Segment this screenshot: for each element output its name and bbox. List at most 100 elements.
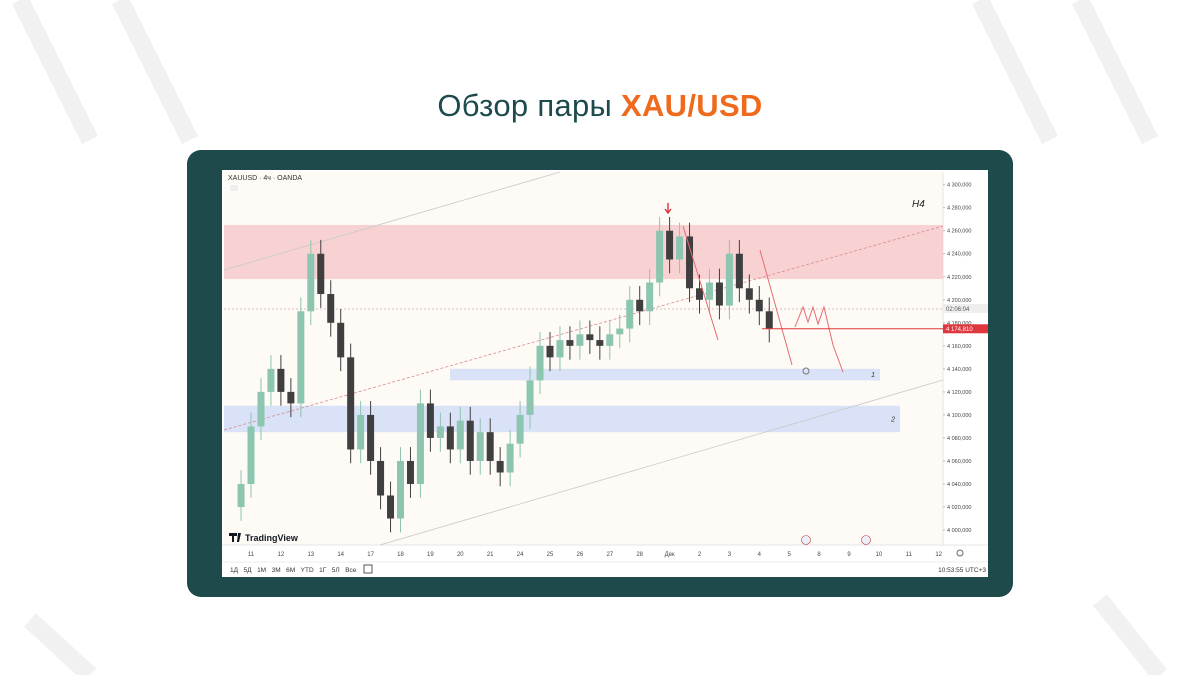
y-tick-label: 4 140,000 [947, 367, 971, 373]
page-title: Обзор пары XAU/USD [0, 88, 1200, 124]
range-button[interactable]: 1Д [230, 567, 239, 574]
x-tick-label: 27 [606, 552, 613, 558]
range-button[interactable]: 5Д [244, 567, 253, 574]
candle-body [516, 414, 524, 444]
event-icon [801, 535, 811, 545]
countdown-tag [943, 304, 988, 313]
candle-body [745, 288, 753, 300]
y-tick-label: 4 180,000 [947, 321, 971, 327]
candle-body [307, 253, 315, 312]
y-tick-label: 4 040,000 [947, 482, 971, 488]
x-tick-label: 10 [876, 552, 883, 558]
x-tick-label: 13 [307, 552, 314, 558]
candle-body [656, 230, 664, 283]
range-button[interactable]: 5Л [332, 567, 340, 574]
forecast [664, 203, 844, 373]
x-tick-label: 3 [728, 552, 732, 558]
x-tick-label: 17 [367, 552, 374, 558]
zone-label: 1 [871, 372, 875, 379]
candle-body [277, 368, 285, 392]
candle-body [436, 426, 444, 438]
x-tick-label: 14 [337, 552, 344, 558]
candle-body [735, 253, 743, 289]
countdown: 02:06:04 [946, 307, 970, 313]
candle-body [636, 299, 644, 312]
range-button[interactable]: YTD [301, 567, 314, 574]
candle-body [765, 311, 773, 329]
last-price-label: 4 174,810 [946, 327, 973, 333]
candle-body [367, 414, 375, 461]
x-tick-label: 19 [427, 552, 434, 558]
event-icon [861, 535, 871, 545]
x-tick-label: 12 [935, 552, 942, 558]
candle-body [347, 357, 355, 450]
range-button[interactable]: 6М [286, 567, 295, 574]
brand-logo [229, 533, 241, 542]
candle-body [257, 391, 265, 427]
candle-body [586, 334, 594, 341]
candle-body [377, 460, 385, 496]
candle-body [506, 443, 514, 473]
candle-body [406, 460, 414, 484]
candle-body [337, 322, 345, 358]
x-tick-label: 8 [817, 552, 821, 558]
range-button[interactable]: 3М [272, 567, 281, 574]
candle-body [626, 299, 634, 329]
x-tick-label: 24 [517, 552, 524, 558]
x-tick-label: 28 [636, 552, 643, 558]
y-tick-label: 4 240,000 [947, 252, 971, 258]
settings-icon[interactable] [956, 549, 964, 557]
channel-line [379, 379, 944, 546]
y-tick-label: 4 120,000 [947, 390, 971, 396]
candle-body [446, 426, 454, 450]
candle-body [646, 282, 654, 312]
candle-body [486, 432, 494, 461]
candle-body [476, 432, 484, 461]
candle-body [237, 483, 245, 508]
brand: TradingView [245, 533, 299, 543]
range-button[interactable]: Все [345, 567, 357, 574]
y-tick-label: 4 260,000 [947, 229, 971, 235]
forecast-path [682, 225, 844, 373]
arrow-down [664, 203, 672, 215]
candle-body [466, 420, 474, 461]
x-tick-label: 18 [397, 552, 404, 558]
y-tick-label: 4 060,000 [947, 459, 971, 465]
candle-body [526, 380, 534, 415]
candle-body [357, 414, 365, 450]
x-tick-label: 21 [487, 552, 494, 558]
x-tick-label: 11 [248, 552, 255, 558]
title-prefix: Обзор пары [437, 88, 613, 123]
candle-body [676, 236, 684, 260]
calendar-icon[interactable] [363, 564, 373, 574]
zone-label: 2 [890, 416, 895, 423]
candle-body [725, 253, 733, 306]
x-tick-label: 12 [278, 552, 285, 558]
candle-body [715, 282, 723, 306]
x-tick-label: Дек [665, 552, 675, 558]
candle-body [297, 311, 305, 404]
y-tick-label: 4 080,000 [947, 436, 971, 442]
title-highlight: XAU/USD [621, 88, 763, 123]
candle-body [287, 391, 295, 404]
x-tick-label: 26 [577, 552, 584, 558]
y-tick-label: 4 020,000 [947, 505, 971, 511]
x-tick-label: 5 [788, 552, 792, 558]
x-tick-label: 25 [547, 552, 554, 558]
candle-body [705, 282, 713, 300]
range-button[interactable]: 1Г [319, 567, 327, 574]
candle-body [666, 230, 674, 260]
collapse-button[interactable] [230, 185, 238, 191]
channel-mid [223, 225, 944, 431]
y-tick-label: 4 160,000 [947, 344, 971, 350]
candle-body [546, 345, 554, 358]
zone [224, 224, 943, 280]
zone [224, 405, 900, 433]
x-tick-label: 4 [758, 552, 762, 558]
x-tick-label: 20 [457, 552, 464, 558]
range-button[interactable]: 1М [257, 567, 266, 574]
timeframe: H4 [912, 199, 925, 210]
